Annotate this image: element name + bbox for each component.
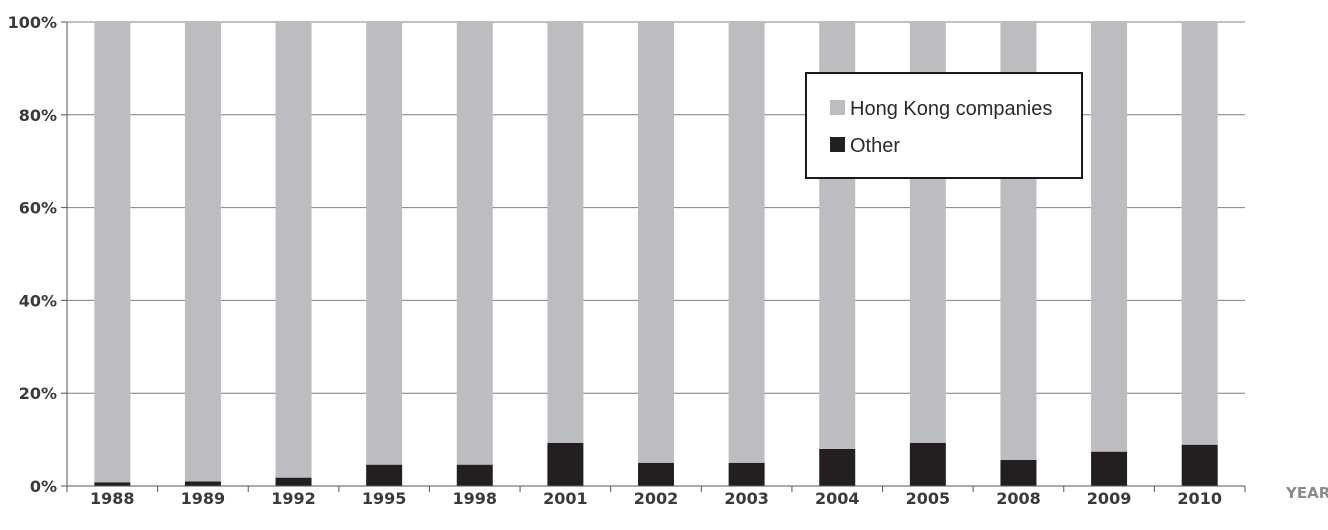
bar-other-2008: [1000, 460, 1037, 486]
bar-hong-kong-companies-2002: [638, 22, 674, 463]
x-tick-label-1988: 1988: [90, 489, 135, 508]
x-tick-label-2008: 2008: [996, 489, 1041, 508]
y-tick-label: 100%: [8, 13, 57, 32]
y-tick-label: 80%: [19, 106, 57, 125]
bar-other-2009: [1091, 451, 1128, 486]
x-tick-label-2005: 2005: [906, 489, 951, 508]
x-tick-label-2003: 2003: [724, 489, 769, 508]
y-tick-label: 20%: [19, 384, 57, 403]
legend-box: [805, 72, 1083, 179]
bar-hong-kong-companies-2001: [547, 22, 584, 443]
x-tick-label-2004: 2004: [815, 489, 860, 508]
bar-other-2004: [819, 448, 856, 486]
y-tick-label: 60%: [19, 199, 57, 218]
bars: [94, 22, 1218, 486]
bar-hong-kong-companies-1992: [275, 22, 312, 478]
bar-other-2010: [1181, 444, 1218, 486]
bar-hong-kong-companies-2009: [1091, 22, 1128, 452]
y-tick-label: 40%: [19, 291, 57, 310]
x-tick-label-1998: 1998: [453, 489, 498, 508]
bar-other-2001: [547, 442, 584, 486]
x-axis-title: YEAR: [1285, 484, 1328, 502]
x-tick-label-2009: 2009: [1087, 489, 1132, 508]
x-tick-label-1992: 1992: [271, 489, 316, 508]
bar-other-1988: [94, 482, 131, 486]
bar-other-1995: [366, 464, 403, 486]
bar-other-1989: [184, 481, 221, 486]
bar-hong-kong-companies-1995: [366, 22, 403, 465]
bar-other-2002: [638, 462, 674, 486]
legend-label-hong-kong-companies: Hong Kong companies: [850, 98, 1052, 120]
legend: Hong Kong companies Other: [805, 72, 1083, 179]
bar-hong-kong-companies-1998: [456, 22, 493, 465]
bar-other-1998: [456, 464, 493, 486]
bar-hong-kong-companies-2010: [1181, 22, 1218, 445]
x-tick-label-2010: 2010: [1177, 489, 1222, 508]
x-tick-label-2002: 2002: [634, 489, 679, 508]
bar-other-2005: [909, 442, 946, 486]
y-tick-label: 0%: [30, 477, 57, 496]
bar-other-1992: [275, 477, 312, 486]
x-axis: 1988 1989 1992 1995 1998 2001 2002 2003 2004 2005…: [66, 22, 1246, 508]
x-tick-label-2001: 2001: [543, 489, 588, 508]
bar-hong-kong-companies-1988: [94, 22, 131, 483]
bar-hong-kong-companies-1989: [184, 22, 221, 482]
y-axis-ticks: 0% 20% 40% 60% 80% 100%: [8, 13, 67, 496]
x-tick-label-1989: 1989: [181, 489, 226, 508]
x-tick-label-1995: 1995: [362, 489, 407, 508]
legend-swatch-hong-kong-companies: [830, 100, 845, 115]
legend-swatch-other: [830, 137, 845, 152]
bar-hong-kong-companies-2003: [728, 22, 765, 463]
legend-label-other: Other: [850, 135, 900, 157]
bar-other-2003: [728, 462, 765, 486]
